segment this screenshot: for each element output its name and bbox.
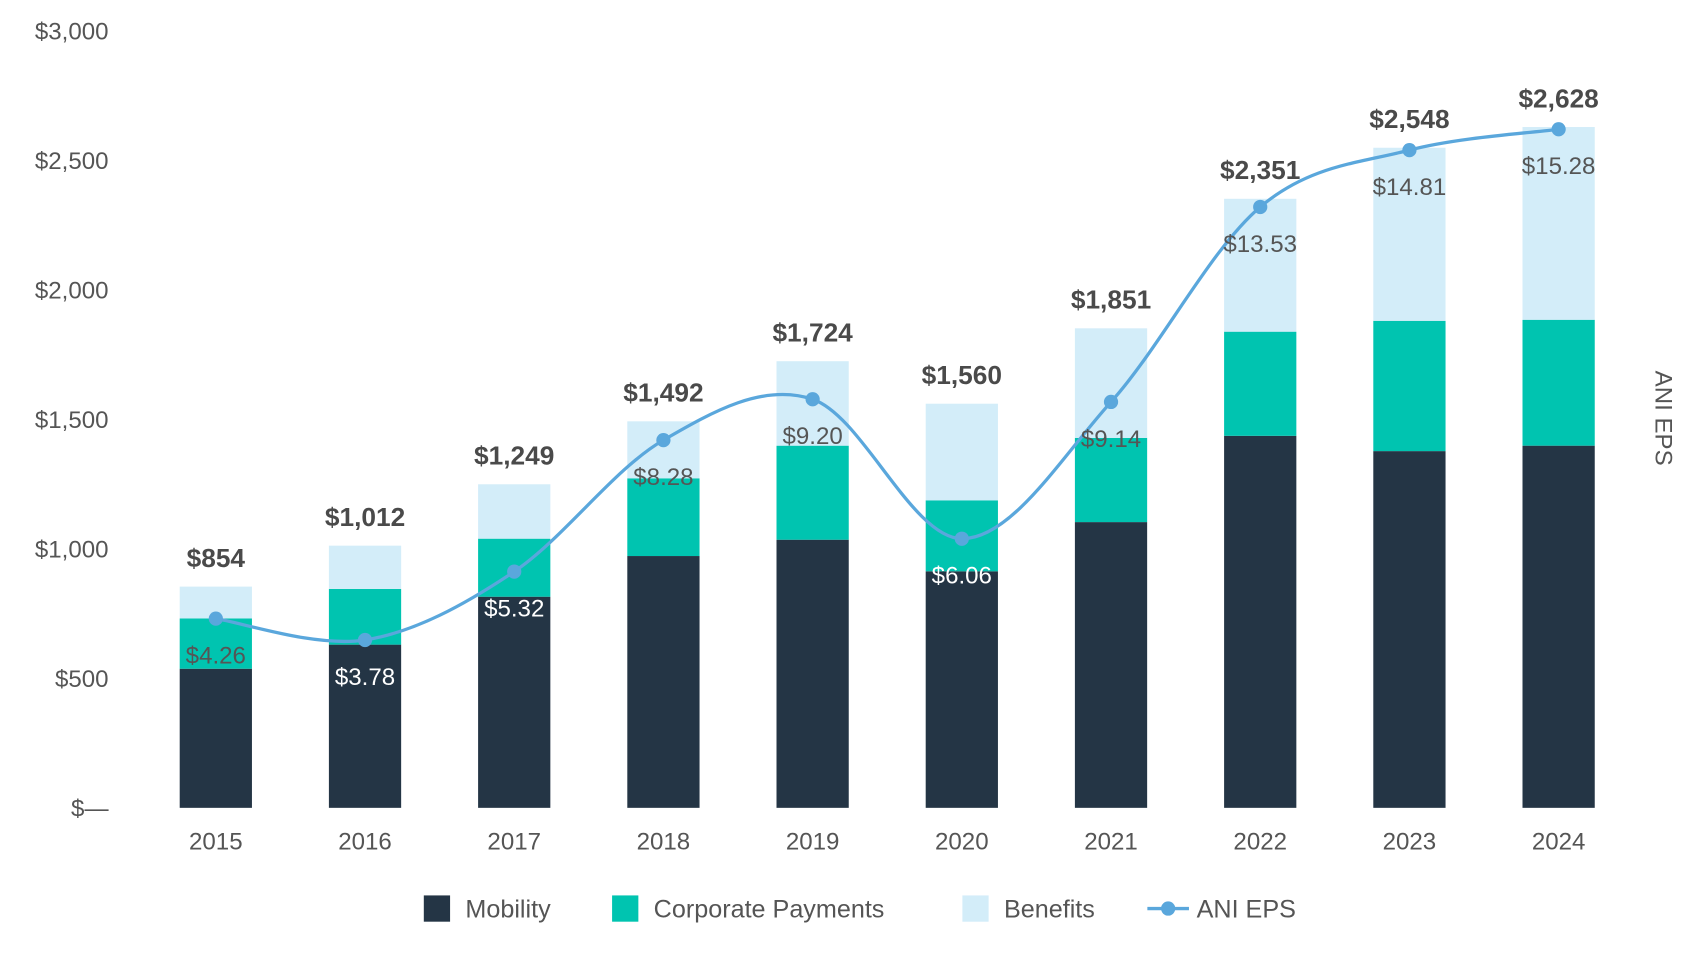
total-label: $854 [187,543,246,573]
x-tick-label: 2022 [1233,828,1287,855]
bar-benefits-2022 [1224,198,1297,332]
eps-label: $15.28 [1522,153,1596,180]
eps-label: $6.06 [932,563,992,590]
bar-mobility-2021 [1074,522,1148,808]
eps-label: $3.78 [335,664,395,691]
bar-mobility-2020 [925,571,998,808]
bar-corporate-payments-2018 [627,478,700,557]
eps-point-2017 [507,564,522,579]
x-tick-label: 2021 [1084,828,1138,855]
legend-swatch [962,895,989,922]
legend-label: ANI EPS [1197,895,1296,923]
legend: Mobility Corporate Payments Benefits ANI EP… [423,895,1296,923]
eps-label: $9.14 [1081,426,1141,453]
bar-corporate-payments-2024 [1522,319,1595,446]
eps-point-2020 [954,531,969,546]
eps-point-2022 [1253,199,1268,215]
eps-label: $13.53 [1223,231,1297,258]
total-label: $1,012 [325,502,405,532]
bar-mobility-2019 [776,539,849,808]
x-tick-label: 2020 [935,828,989,855]
bar-benefits-2018 [627,421,700,479]
y-axis: $— $500 $1,000 $1,500 $2,000 $2,500 $3,000 [35,18,110,822]
legend-swatch [423,895,451,922]
eps-point-2024 [1551,122,1566,137]
x-tick-label: 2019 [786,828,840,855]
legend-label: Corporate Payments [654,895,885,923]
x-tick-label: 2023 [1383,828,1437,855]
eps-point-2019 [805,392,820,407]
y2-axis-label: ANI EPS [1649,371,1676,466]
bar-mobility-2016 [328,644,402,808]
legend-line-marker [1161,901,1176,916]
total-label: $1,560 [922,360,1002,390]
eps-label: $4.26 [186,643,246,670]
bar-benefits-2023 [1373,147,1446,321]
bar-mobility-2017 [478,596,551,808]
bar-benefits-2020 [925,403,998,501]
y-tick-label: $1,000 [35,537,109,564]
total-label: $1,724 [772,318,853,348]
y-tick-label: $500 [55,666,109,693]
legend-swatch [612,895,639,922]
bars [179,127,1595,808]
eps-label: $14.81 [1373,174,1447,201]
total-label: $2,351 [1220,155,1300,185]
total-label: $1,492 [623,378,703,408]
x-tick-label: 2016 [338,828,392,855]
eps-point-2021 [1103,394,1119,410]
total-label: $1,249 [474,441,554,471]
bar-mobility-2015 [179,668,252,808]
eps-point-2015 [208,611,223,626]
bar-benefits-2016 [328,545,402,589]
bar-corporate-payments-2019 [776,445,849,540]
data-labels: $854 $1,012 $1,249 $1,492 $1,724 $1,560 $1,851… [186,83,1599,691]
y-tick-label: $2,500 [35,148,109,175]
eps-point-2023 [1402,143,1417,158]
bar-mobility-2018 [627,556,700,808]
bar-benefits-2024 [1522,127,1595,320]
bar-corporate-payments-2023 [1373,320,1446,452]
y-tick-label: $2,000 [35,277,109,304]
y-tick-label: $— [71,796,109,823]
total-label: $2,628 [1518,83,1598,113]
eps-point-2018 [656,433,671,448]
total-label: $1,851 [1071,285,1151,315]
eps-line-path [215,127,1559,644]
y-tick-label: $1,500 [35,407,109,434]
bar-benefits-2017 [478,484,551,539]
eps-label: $5.32 [484,595,544,622]
bar-mobility-2023 [1373,451,1446,808]
x-axis: 2015 2016 2017 2018 2019 2020 2021 2022 2023 2024 [189,828,1585,855]
bar-corporate-payments-2022 [1224,331,1297,436]
bar-mobility-2022 [1224,435,1297,808]
bar-benefits-2021 [1074,328,1148,438]
x-tick-label: 2015 [189,828,243,855]
bar-mobility-2024 [1522,445,1595,808]
total-label: $2,548 [1369,104,1449,134]
eps-line [208,122,1566,648]
bar-corporate-payments-2021 [1074,437,1148,523]
eps-label: $9.20 [782,423,842,450]
x-tick-label: 2017 [487,828,541,855]
bar-corporate-payments-2015 [179,618,252,669]
legend-label: Benefits [1004,895,1095,923]
x-tick-label: 2024 [1532,828,1586,855]
eps-label: $8.28 [633,464,693,491]
y-tick-label: $3,000 [35,18,109,45]
legend-label: Mobility [465,895,551,923]
x-tick-label: 2018 [637,828,691,855]
eps-point-2016 [357,632,373,648]
